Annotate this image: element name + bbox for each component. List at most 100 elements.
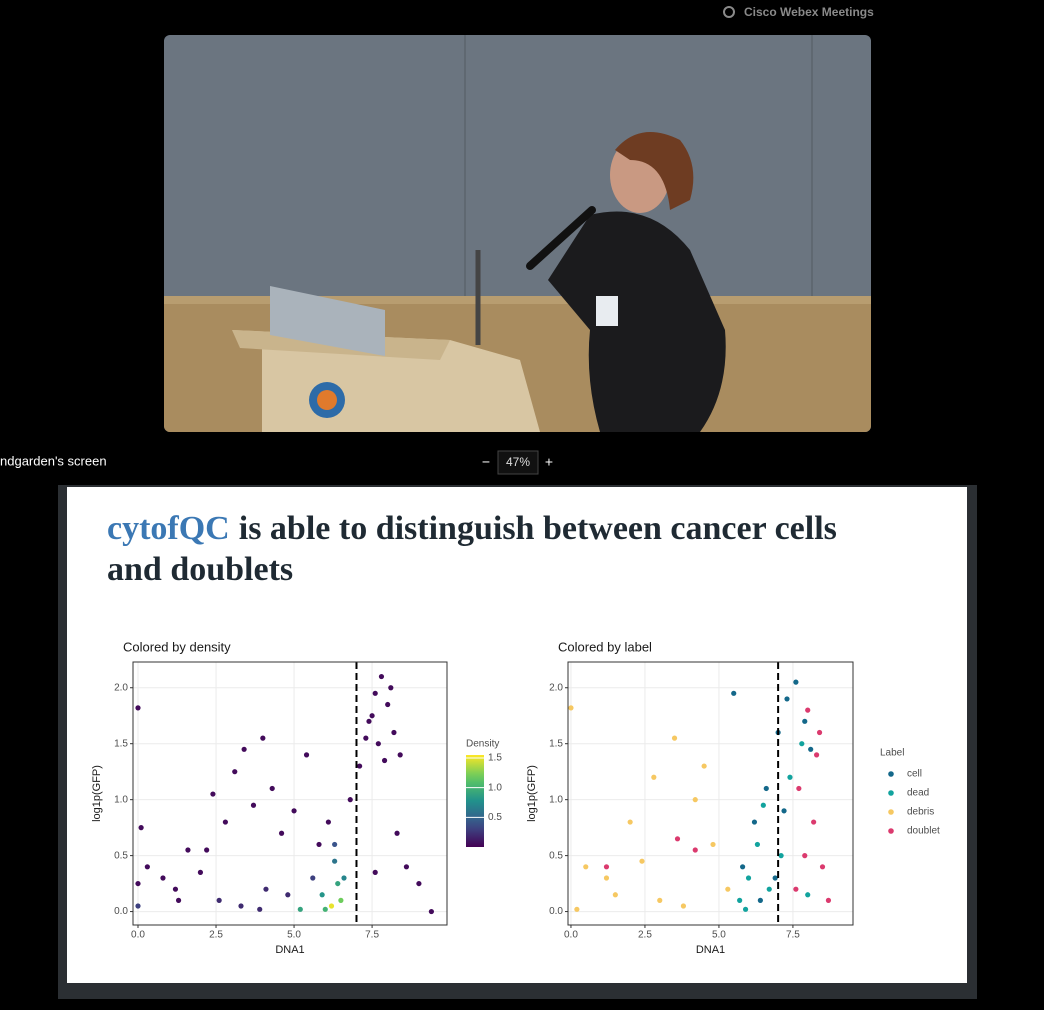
point	[328, 903, 335, 909]
point	[369, 713, 375, 719]
point	[671, 735, 678, 741]
y-axis-label: log1p(GFP)	[526, 765, 538, 822]
point	[784, 696, 790, 702]
point	[338, 897, 344, 903]
x-tick-label: 7.5	[365, 930, 379, 941]
app-brand: Cisco Webex Meetings	[744, 5, 874, 19]
y-tick-label: 1.0	[549, 794, 563, 805]
colorbar-tick-label: 1.0	[488, 782, 502, 793]
zoom-out-button[interactable]: −	[482, 454, 490, 470]
legend-label: dead	[907, 788, 929, 799]
point	[627, 819, 633, 825]
point	[799, 741, 805, 747]
point	[263, 886, 269, 892]
wood-rail	[164, 296, 871, 304]
point	[639, 858, 645, 864]
x-axis-label: DNA1	[696, 944, 725, 956]
point	[172, 886, 179, 892]
point	[742, 906, 749, 912]
y-tick-label: 1.5	[114, 738, 128, 749]
plot-area	[568, 662, 853, 925]
plot-border	[567, 661, 854, 926]
point	[341, 875, 347, 881]
point	[802, 853, 808, 859]
point	[811, 819, 817, 825]
y-tick-label: 0.0	[549, 906, 563, 917]
point	[754, 841, 761, 848]
legend-swatch	[888, 809, 894, 815]
point	[303, 752, 310, 758]
brand-icon	[723, 6, 735, 18]
point	[381, 757, 388, 764]
legend-title: Density	[466, 739, 499, 750]
y-tick-label: 2.0	[549, 682, 563, 693]
point	[144, 864, 150, 870]
point	[751, 819, 758, 825]
x-tick-label: 0.0	[564, 930, 578, 941]
point	[692, 847, 698, 853]
title-highlight: cytofQC	[107, 510, 230, 547]
point	[793, 679, 799, 685]
point	[297, 906, 303, 912]
point	[278, 830, 285, 836]
legend-label: doublet	[907, 826, 940, 837]
point	[772, 875, 778, 881]
point	[778, 853, 784, 859]
microphone	[526, 206, 596, 270]
point	[808, 746, 814, 752]
point	[160, 875, 166, 881]
y-tick-label: 0.5	[549, 850, 563, 861]
point	[391, 729, 397, 736]
point	[363, 735, 369, 741]
colorbar-tick-label: 1.5	[488, 753, 502, 764]
point	[175, 897, 182, 903]
point	[657, 897, 663, 903]
point	[375, 741, 381, 747]
point	[269, 785, 275, 792]
point	[701, 763, 707, 769]
point	[574, 906, 580, 912]
point	[332, 858, 338, 864]
point	[378, 673, 385, 680]
chart-title: Colored by density	[123, 639, 231, 654]
y-tick-label: 2.0	[114, 682, 128, 693]
point	[357, 763, 363, 769]
point	[787, 774, 793, 780]
point	[366, 718, 372, 724]
point	[372, 690, 378, 696]
point	[403, 864, 410, 870]
point	[763, 785, 769, 792]
x-tick-label: 7.5	[786, 930, 800, 941]
point	[332, 841, 338, 848]
x-tick-label: 0.0	[131, 930, 145, 941]
point	[135, 880, 141, 887]
zoom-level[interactable]: 47%	[506, 455, 530, 469]
podium-logo-center	[317, 390, 337, 410]
legend-swatch	[888, 771, 894, 777]
point	[813, 752, 820, 758]
y-tick-label: 0.0	[114, 906, 128, 917]
x-tick-label: 5.0	[287, 930, 301, 941]
point	[397, 752, 403, 758]
point	[135, 705, 141, 711]
point	[416, 880, 422, 887]
point	[651, 774, 657, 780]
point	[428, 908, 434, 915]
point	[603, 864, 610, 870]
point	[692, 797, 698, 803]
point	[766, 886, 772, 892]
point	[260, 735, 266, 741]
x-tick-label: 2.5	[638, 930, 652, 941]
podium	[232, 330, 540, 432]
zoom-in-button[interactable]: +	[545, 454, 553, 470]
point	[385, 701, 391, 708]
plot-area	[133, 662, 447, 925]
point	[185, 847, 191, 853]
point	[805, 707, 811, 713]
point	[674, 836, 681, 842]
point	[737, 897, 743, 903]
x-axis-label: DNA1	[275, 944, 304, 956]
point	[760, 802, 766, 808]
point	[210, 791, 216, 797]
